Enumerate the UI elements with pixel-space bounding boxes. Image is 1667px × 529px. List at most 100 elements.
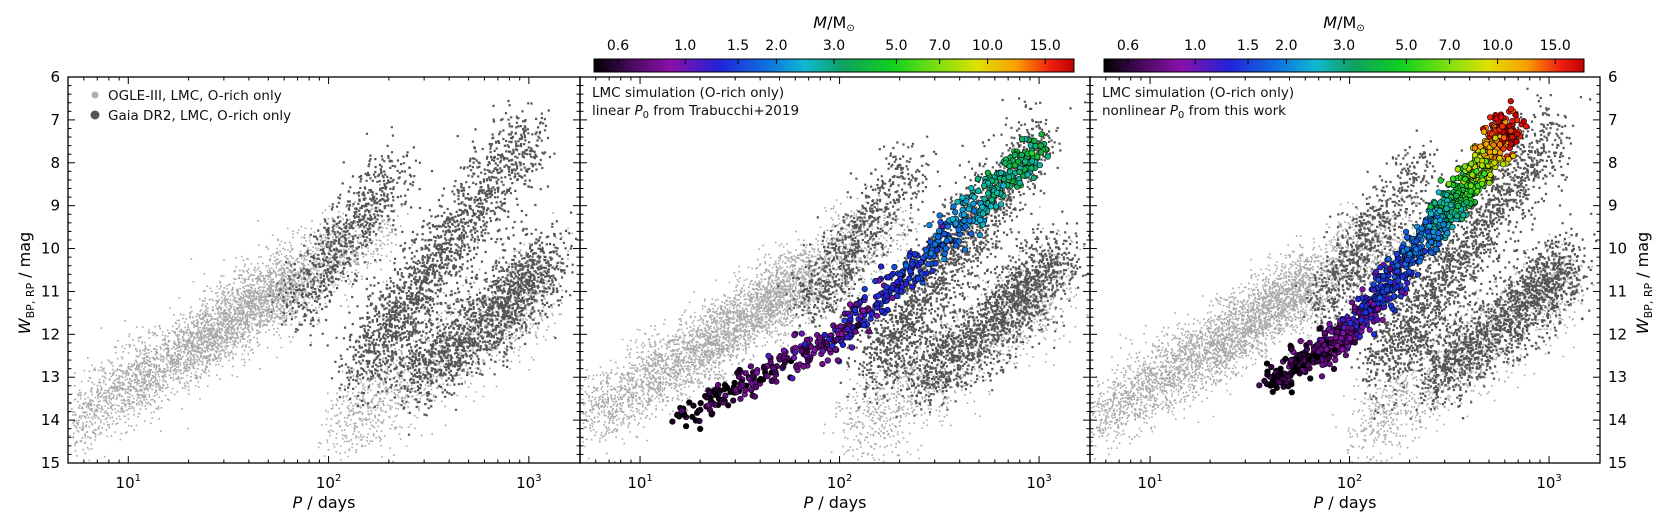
simulation-point	[826, 336, 833, 343]
simulation-point	[804, 348, 811, 356]
simulation-point	[950, 203, 957, 210]
y-tick-label: 10	[41, 240, 60, 258]
simulation-point	[735, 373, 743, 380]
x-tick-label: 103	[1026, 473, 1051, 492]
simulation-point	[971, 194, 978, 201]
simulation-point	[843, 334, 851, 341]
simulation-point	[697, 400, 704, 407]
simulation-point	[1318, 337, 1325, 344]
simulation-point	[1440, 221, 1447, 228]
simulation-point	[1319, 361, 1326, 369]
simulation-point	[1028, 158, 1036, 165]
simulation-point	[960, 211, 968, 218]
simulation-point	[1016, 179, 1023, 187]
simulation-point	[1481, 170, 1488, 177]
simulation-point	[936, 212, 943, 219]
simulation-point	[861, 286, 868, 293]
simulation-point	[1428, 239, 1435, 246]
simulation-point	[925, 261, 932, 268]
axes-layer: 101 102 103 P / days 101 102 103 P / days 101 102…	[41, 68, 1627, 512]
colorbar-tick-label: 7.0	[928, 38, 950, 54]
simulation-point	[1287, 346, 1295, 353]
simulation-point	[987, 203, 995, 210]
simulation-point	[1370, 286, 1377, 293]
simulation-point	[942, 245, 950, 252]
simulation-point	[1513, 138, 1520, 145]
simulation-point	[943, 237, 950, 244]
simulation-point	[1469, 171, 1476, 178]
simulation-point	[837, 323, 844, 330]
y-tick-label: 9	[1608, 197, 1618, 215]
colorbar-tick-label: 15.0	[1540, 38, 1571, 54]
simulation-point	[1416, 258, 1423, 265]
simulation-point	[1520, 118, 1527, 125]
simulation-point	[1331, 347, 1338, 354]
colorbar-tick-label: 1.5	[727, 38, 749, 54]
simulation-point	[1467, 182, 1475, 189]
simulation-point	[875, 292, 882, 299]
gaia-points-seq-0	[268, 126, 434, 347]
simulation-point	[1453, 212, 1460, 220]
simulation-point	[914, 275, 922, 282]
simulation-point	[1449, 175, 1457, 182]
simulation-point	[705, 402, 712, 409]
simulation-point	[860, 322, 867, 329]
simulation-point	[1422, 218, 1429, 225]
colorbar-tick-label: 1.0	[674, 38, 696, 54]
y-tick-label: 11	[1608, 282, 1627, 300]
simulation-point	[731, 379, 738, 387]
simulation-point	[865, 328, 872, 335]
simulation-point	[927, 238, 934, 245]
colorbar-tick-label: 3.0	[823, 38, 845, 54]
colorbar-tick-label: 1.5	[1237, 38, 1259, 54]
gaia-points-seq-2	[367, 211, 578, 436]
simulation-point	[1421, 248, 1429, 255]
simulation-point	[1432, 246, 1439, 253]
simulation-point	[1486, 148, 1494, 156]
simulation-point	[798, 330, 805, 337]
simulation-point	[883, 292, 890, 299]
simulation-point	[770, 365, 777, 372]
simulation-point	[1508, 134, 1516, 141]
simulation-point	[695, 407, 702, 414]
gaia-points-seq-2	[889, 210, 1091, 418]
simulation-point	[1486, 114, 1494, 121]
simulation-point	[929, 267, 936, 275]
simulation-point	[877, 263, 885, 270]
y-tick-label: 8	[50, 154, 60, 172]
colorbar-right-title: M/M⊙	[1323, 13, 1364, 34]
simulation-point	[1287, 357, 1295, 364]
simulation-point	[1405, 268, 1413, 275]
simulation-point	[753, 369, 760, 376]
x-tick-label: 101	[116, 473, 141, 492]
simulation-point	[1462, 176, 1469, 183]
simulation-point	[955, 226, 962, 233]
simulation-point	[1471, 145, 1478, 152]
simulation-point	[1312, 353, 1319, 360]
simulation-point	[968, 185, 975, 192]
colorbar-tick-label: 1.0	[1184, 38, 1206, 54]
simulation-point	[1359, 323, 1366, 331]
simulation-point	[682, 423, 690, 430]
colorbar-tick-label: 5.0	[1395, 38, 1417, 54]
simulation-point	[816, 334, 824, 341]
legend-marker-ogle	[91, 91, 99, 99]
y-tick-label: 6	[50, 68, 60, 86]
y-tick-label: 13	[1608, 368, 1627, 386]
panel-right-points	[1091, 87, 1598, 464]
simulation-point	[721, 381, 729, 389]
simulation-point	[1523, 123, 1530, 130]
simulation-point	[962, 223, 969, 230]
simulation-point	[1018, 136, 1026, 143]
simulation-point	[1387, 279, 1394, 286]
simulation-point	[714, 381, 722, 389]
simulation-point	[1403, 234, 1411, 241]
simulation-point	[1460, 212, 1467, 219]
simulation-point	[976, 231, 983, 239]
y-tick-label: 7	[50, 111, 60, 129]
simulation-point	[1340, 324, 1348, 331]
simulation-point	[1379, 316, 1386, 324]
colorbar-tick-label: 5.0	[885, 38, 907, 54]
simulation-point	[1349, 299, 1356, 306]
simulation-point	[1000, 182, 1007, 189]
